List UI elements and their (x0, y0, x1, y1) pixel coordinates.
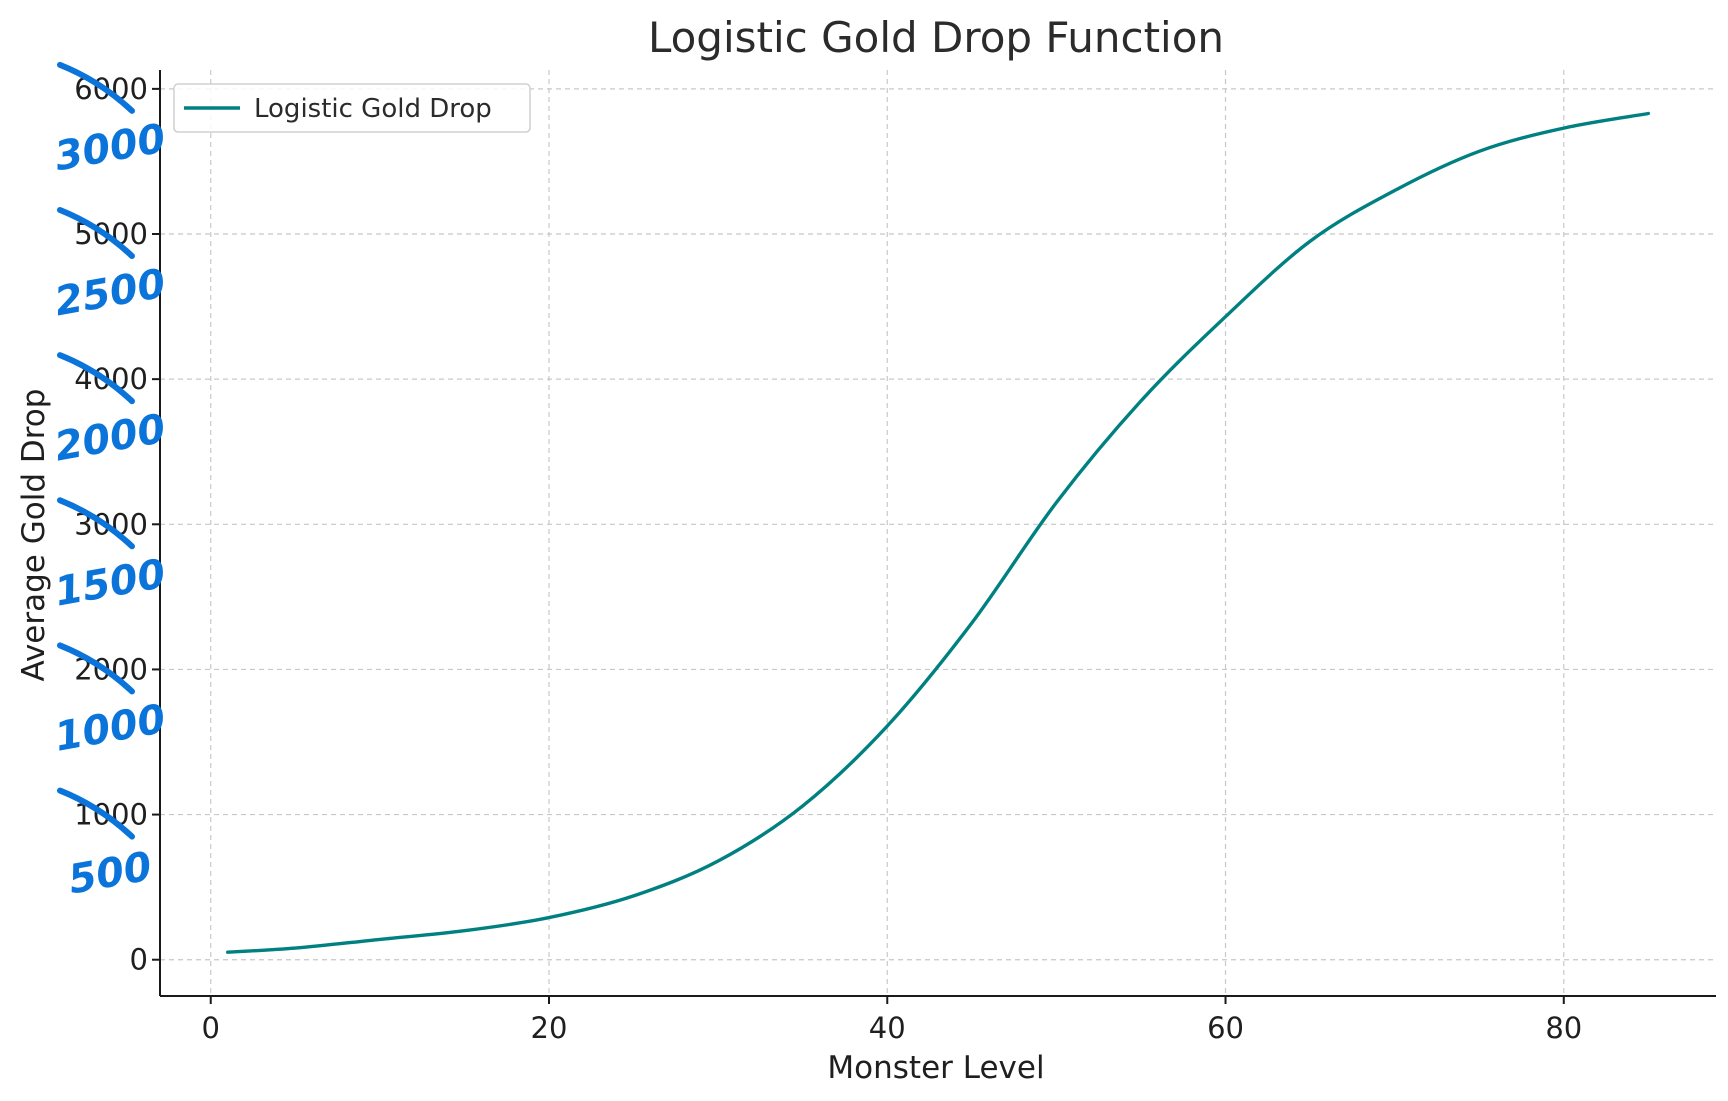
legend-box (173, 83, 531, 133)
legend-label: Logistic Gold Drop (254, 94, 492, 124)
legend: Logistic Gold Drop (173, 83, 531, 133)
axes (159, 70, 1716, 997)
strike-mark (57, 497, 135, 550)
handwritten-label: 2000 (51, 406, 169, 471)
strike-mark (57, 787, 135, 840)
chart-title: Logistic Gold Drop Function (648, 13, 1224, 62)
x-tick-label: 40 (869, 1011, 906, 1045)
strike-mark (57, 642, 135, 695)
x-tick-label: 20 (531, 1011, 568, 1045)
y-axis-title: Average Gold Drop (16, 389, 52, 682)
strike-mark (57, 352, 135, 405)
series-layer (226, 111, 1650, 954)
handwritten-label: 2500 (51, 261, 169, 326)
strike-mark (57, 61, 135, 114)
y-tick-label: 0 (130, 943, 148, 977)
handwritten-annotations: 3000 2500 2000 1500 1000 500 (51, 61, 169, 904)
series-line-logistic-gold-drop (226, 111, 1650, 954)
handwritten-label: 1000 (51, 696, 169, 761)
handwritten-label: 1500 (51, 551, 169, 616)
handwritten-label: 3000 (51, 116, 169, 181)
x-tick-label: 60 (1207, 1011, 1244, 1045)
grid (160, 70, 1716, 996)
x-tick-label: 0 (202, 1011, 220, 1045)
handwritten-label: 500 (65, 844, 155, 904)
x-tick-label: 80 (1545, 1011, 1582, 1045)
x-axis-title: Monster Level (827, 1050, 1044, 1086)
strike-mark (57, 207, 135, 260)
